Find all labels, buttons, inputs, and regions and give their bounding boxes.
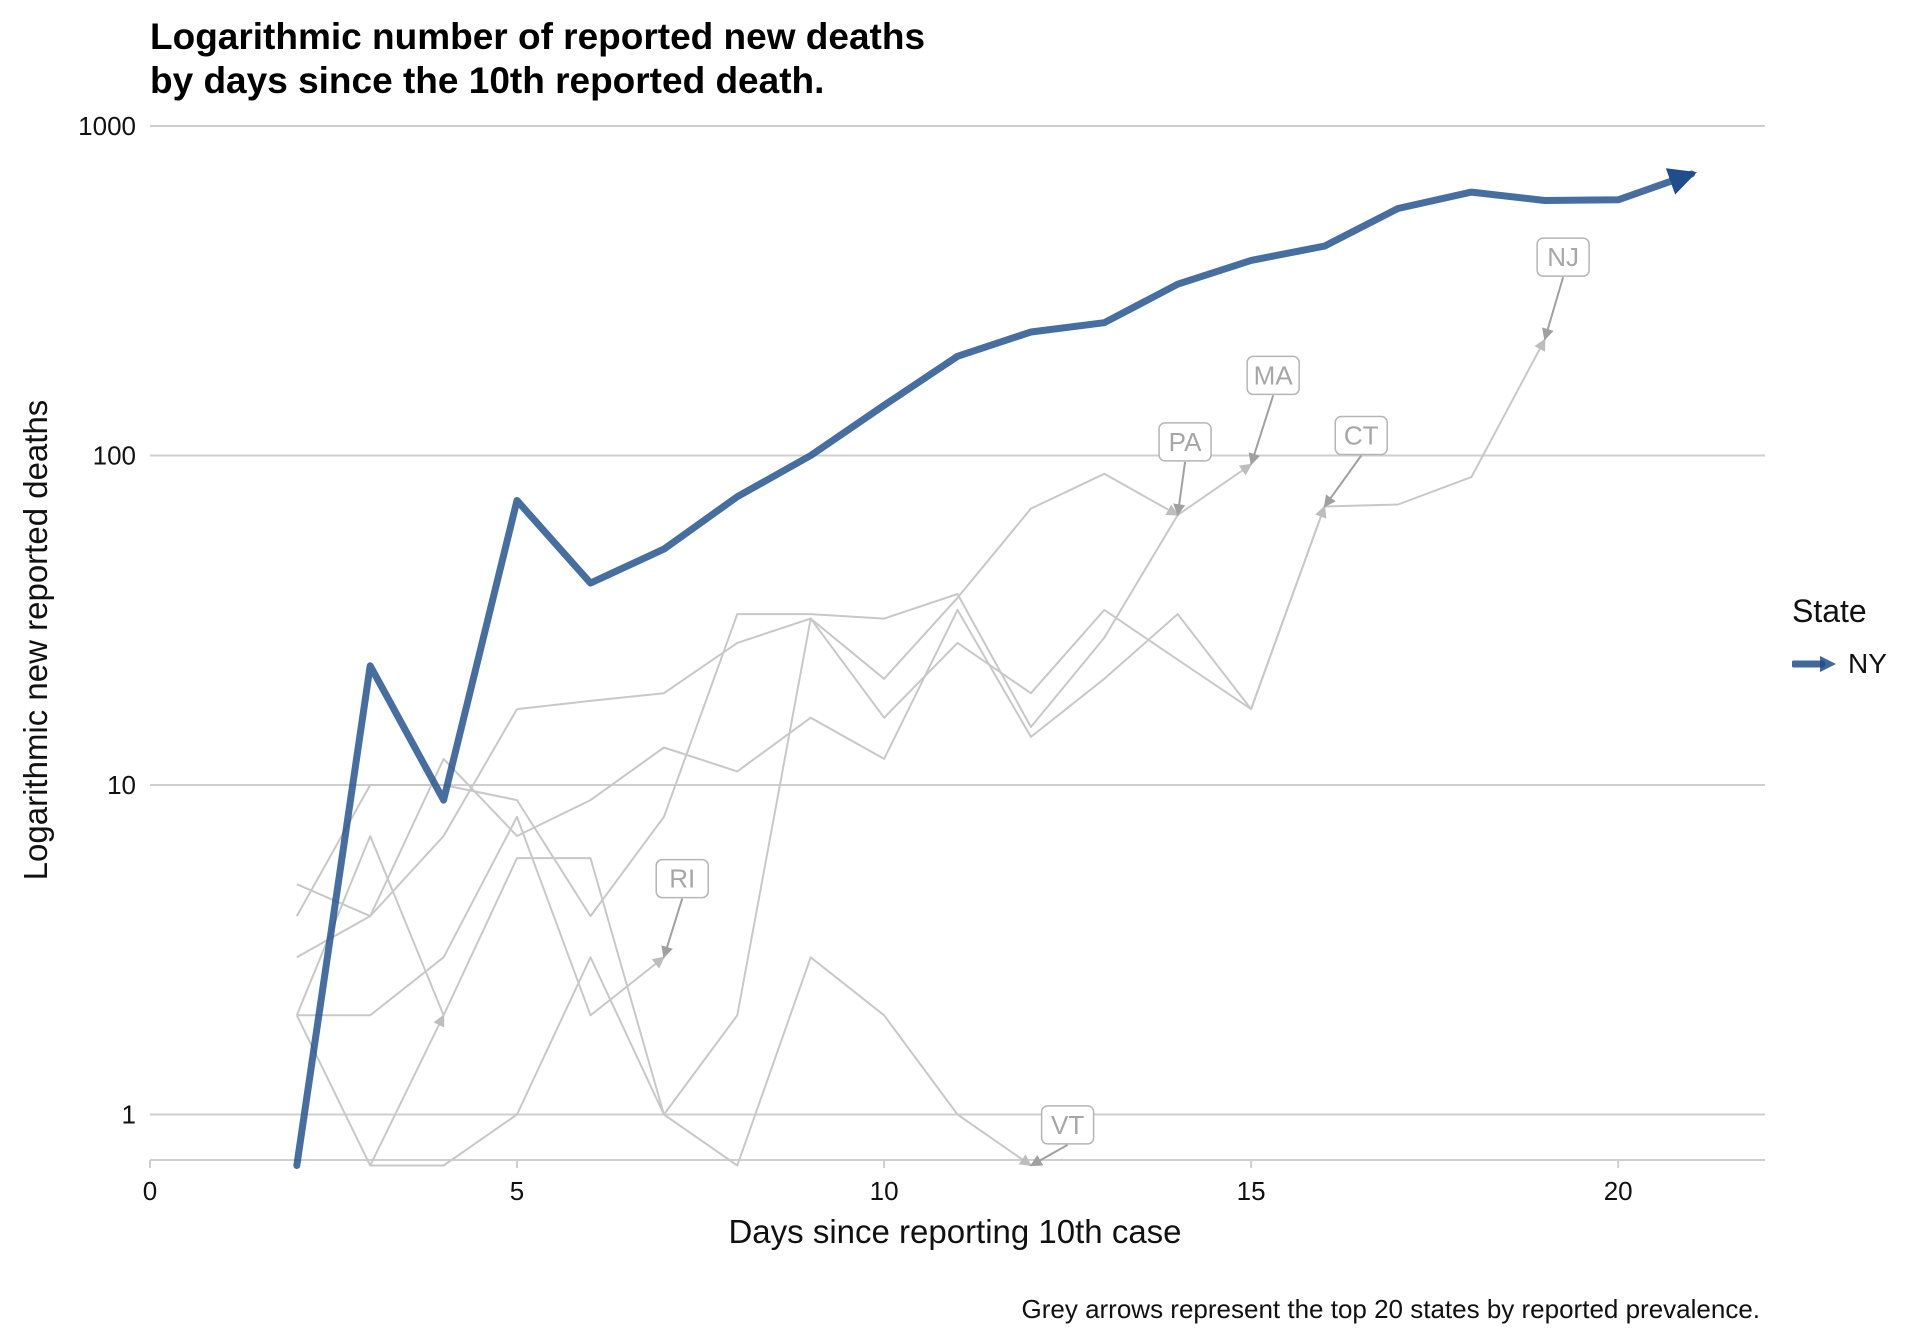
y-tick-label: 1000 — [78, 111, 136, 141]
annotation-box-pa — [1158, 422, 1212, 462]
annotation-label-pa: PA — [1169, 427, 1202, 457]
y-tick-label: 10 — [107, 770, 136, 800]
annotation-arrow-vt — [1029, 1144, 1069, 1167]
legend-arrow-icon — [1792, 656, 1836, 672]
y-tick-label: 100 — [93, 441, 136, 471]
x-tick-label: 0 — [143, 1176, 157, 1206]
chart-caption: Grey arrows represent the top 20 states … — [1021, 1294, 1761, 1324]
legend-item-ny: NY — [1792, 648, 1887, 680]
grid-lines — [150, 125, 1765, 1116]
series-line-vt — [370, 956, 1032, 1167]
series-line-ri — [296, 815, 665, 1017]
y-axis-label: Logarithmic new reported deaths — [17, 399, 54, 881]
series-line-ny — [293, 168, 1697, 1169]
grey-series-group — [295, 338, 1546, 1167]
series-line-ct — [295, 505, 1327, 1116]
series-line-grey-7 — [295, 1014, 445, 1167]
annotation-box-ct — [1334, 415, 1388, 456]
x-tick-label: 5 — [510, 1176, 524, 1206]
x-tick-label: 20 — [1604, 1176, 1633, 1206]
series-line-nj — [296, 338, 1546, 918]
legend-label: NY — [1848, 648, 1887, 679]
annotations-group: NJ MA PA CT RI VT — [655, 237, 1590, 1167]
annotation-arrow-pa — [1173, 461, 1187, 517]
annotation-arrow-ct — [1323, 454, 1363, 508]
chart-title-line-1: Logarithmic number of reported new death… — [150, 16, 926, 57]
annotation-box-ri — [655, 858, 709, 899]
annotation-arrow-nj — [1542, 276, 1565, 341]
legend-title: State — [1792, 593, 1867, 629]
annotation-label-ri: RI — [669, 864, 695, 894]
annotation-label-ma: MA — [1254, 360, 1294, 390]
annotation-box-ma — [1246, 355, 1300, 396]
annotation-label-ct: CT — [1344, 421, 1379, 451]
annotation-label-nj: NJ — [1547, 242, 1579, 272]
y-axis: 1 10 100 1000 — [78, 111, 136, 1130]
annotation-arrow-ma — [1248, 395, 1275, 466]
x-axis: 0 5 10 15 20 — [143, 1159, 1765, 1206]
annotation-box-nj — [1536, 237, 1590, 277]
series-line-pa — [296, 472, 1179, 959]
x-tick-label: 15 — [1237, 1176, 1266, 1206]
annotation-box-vt — [1040, 1105, 1095, 1145]
chart-title-line-2: by days since the 10th reported death. — [150, 60, 825, 101]
annotation-label-vt: VT — [1051, 1110, 1084, 1140]
x-tick-label: 10 — [870, 1176, 899, 1206]
y-tick-label: 1 — [122, 1100, 136, 1130]
highlight-series-group — [293, 168, 1697, 1169]
annotation-arrow-ri — [661, 898, 684, 959]
series-line-ma — [295, 463, 1253, 918]
x-axis-label: Days since reporting 10th case — [728, 1213, 1182, 1250]
